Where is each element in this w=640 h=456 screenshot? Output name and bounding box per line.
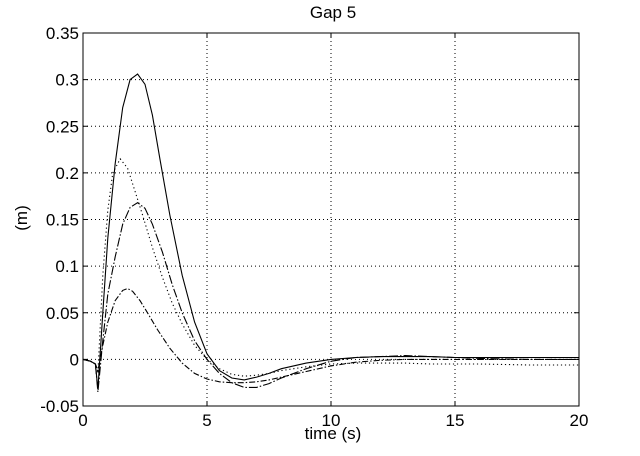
x-tick-label: 5 [202,411,211,430]
y-tick-label: 0.1 [55,257,79,276]
x-tick-label: 15 [446,411,465,430]
series-line-3 [82,157,579,377]
x-tick-label: 0 [78,411,87,430]
y-tick-label: -0.05 [40,397,79,416]
y-tick-label: 0 [70,350,79,369]
y-tick-label: 0.15 [46,211,79,230]
y-axis-label: (m) [12,205,31,230]
y-tick-label: 0.2 [55,164,79,183]
x-tick-label: 10 [322,411,341,430]
series-line-1 [82,73,579,390]
ticks [82,32,580,407]
x-tick-label: 20 [570,411,589,430]
series-line-4 [82,287,579,384]
y-tick-label: 0.25 [46,117,79,136]
y-tick-label: 0.05 [46,304,79,323]
x-axis-label: time (s) [305,424,362,443]
y-tick-label: 0.3 [55,71,79,90]
y-tick-label: 0.35 [46,24,79,43]
chart-title: Gap 5 [310,3,356,22]
series-group [82,73,579,393]
